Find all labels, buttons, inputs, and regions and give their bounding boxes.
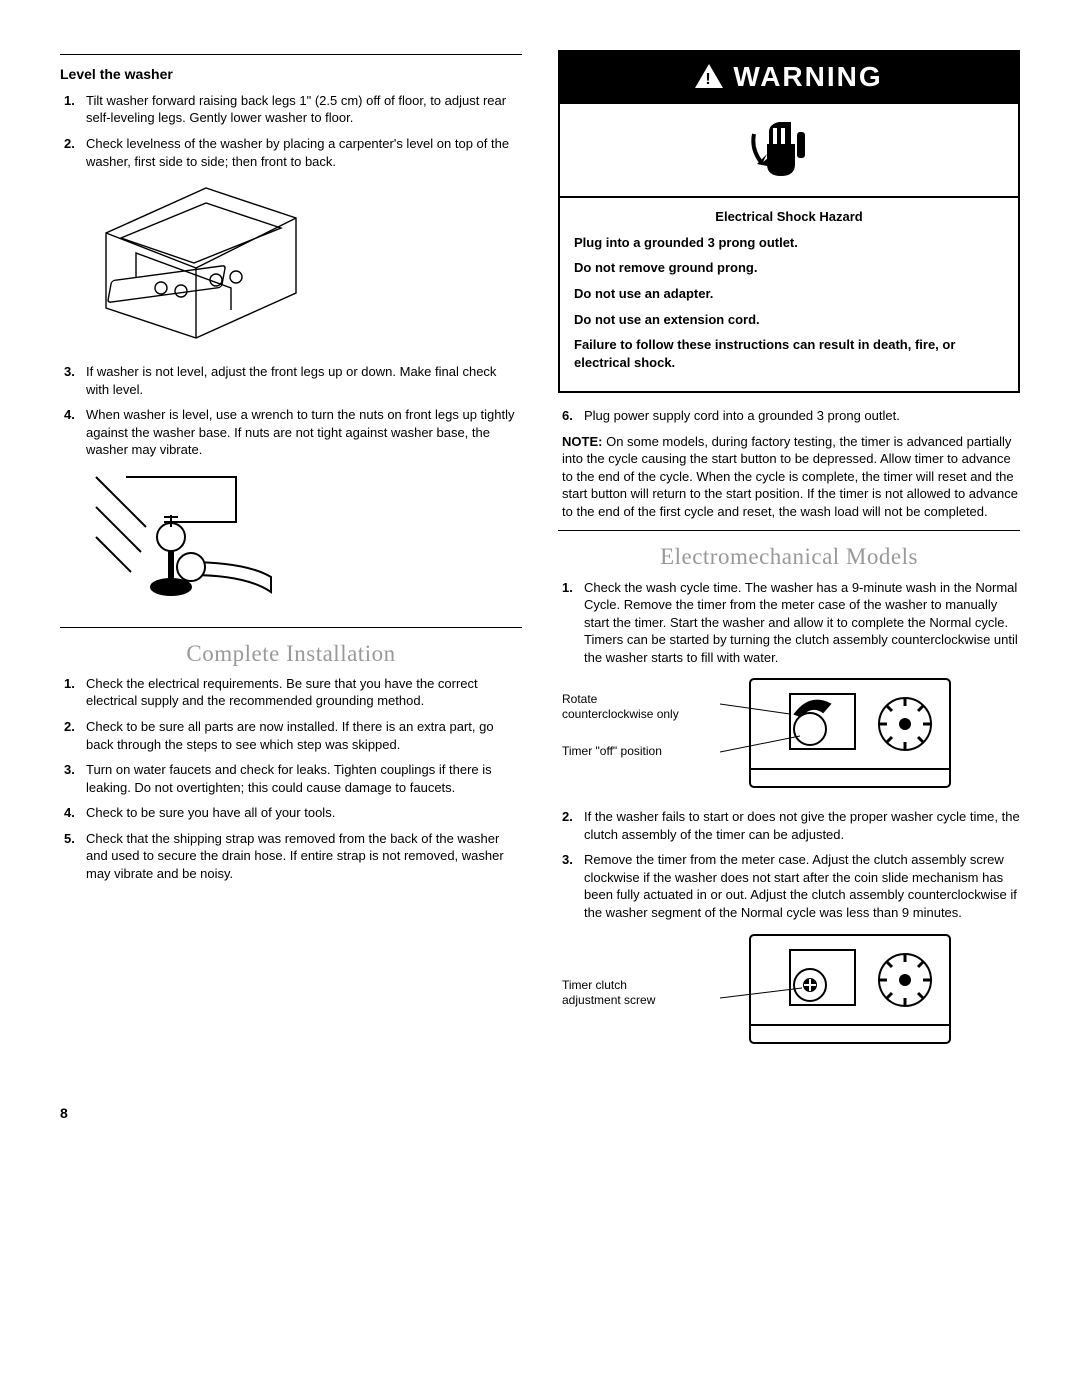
- washer-level-figure: [86, 178, 522, 353]
- step6-list: Plug power supply cord into a grounded 3…: [558, 407, 1020, 425]
- list-item: Check the wash cycle time. The washer ha…: [558, 579, 1020, 667]
- wrench-leg-figure: [86, 467, 522, 617]
- electrical-shock-icon: [749, 114, 829, 184]
- shock-icon-row: [560, 104, 1018, 199]
- section-rule: [558, 530, 1020, 531]
- warning-line: Do not remove ground prong.: [574, 259, 1004, 277]
- warning-line: Failure to follow these instructions can…: [574, 336, 1004, 371]
- top-rule: [60, 54, 522, 55]
- note-text: On some models, during factory testing, …: [562, 434, 1018, 519]
- level-washer-heading: Level the washer: [60, 65, 522, 84]
- left-column: Level the washer Tilt washer forward rai…: [60, 50, 522, 1064]
- timer-diagram-2: Timer clutch adjustment screw: [562, 930, 1020, 1050]
- timer-clutch-figure: [720, 930, 960, 1050]
- warning-title: Electrical Shock Hazard: [574, 208, 1004, 226]
- label-off: Timer "off" position: [562, 744, 712, 759]
- level-washer-list-a: Tilt washer forward raising back legs 1"…: [60, 92, 522, 170]
- list-item: If the washer fails to start or does not…: [558, 808, 1020, 843]
- complete-installation-list: Check the electrical requirements. Be su…: [60, 675, 522, 882]
- label-rotate: Rotate counterclockwise only: [562, 692, 712, 722]
- list-item: Check the electrical requirements. Be su…: [60, 675, 522, 710]
- warning-line: Do not use an extension cord.: [574, 311, 1004, 329]
- em-list-b: If the washer fails to start or does not…: [558, 808, 1020, 921]
- list-item: Turn on water faucets and check for leak…: [60, 761, 522, 796]
- page-columns: Level the washer Tilt washer forward rai…: [60, 50, 1020, 1064]
- alert-triangle-icon: [695, 64, 723, 88]
- electromechanical-title: Electromechanical Models: [558, 541, 1020, 572]
- diagram-labels: Rotate counterclockwise only Timer "off"…: [562, 674, 712, 781]
- list-item: Check to be sure you have all of your to…: [60, 804, 522, 822]
- warning-line: Plug into a grounded 3 prong outlet.: [574, 234, 1004, 252]
- list-item: If washer is not level, adjust the front…: [60, 363, 522, 398]
- complete-installation-title: Complete Installation: [60, 638, 522, 669]
- right-column: WARNING Electrical Shock Hazard Plug int…: [558, 50, 1020, 1064]
- section-rule: [60, 627, 522, 628]
- level-washer-list-b: If washer is not level, adjust the front…: [60, 363, 522, 459]
- page-number: 8: [60, 1104, 1020, 1123]
- warning-line: Do not use an adapter.: [574, 285, 1004, 303]
- timer-figure: [720, 674, 960, 794]
- warning-box: WARNING Electrical Shock Hazard Plug int…: [558, 50, 1020, 393]
- note-paragraph: NOTE: On some models, during factory tes…: [558, 433, 1020, 521]
- list-item: Tilt washer forward raising back legs 1"…: [60, 92, 522, 127]
- label-clutch-screw: Timer clutch adjustment screw: [562, 978, 712, 1008]
- list-item: Check that the shipping strap was remove…: [60, 830, 522, 883]
- warning-body: Electrical Shock Hazard Plug into a grou…: [560, 198, 1018, 391]
- list-item: Check levelness of the washer by placing…: [60, 135, 522, 170]
- timer-diagram-1: Rotate counterclockwise only Timer "off"…: [562, 674, 1020, 794]
- warning-header: WARNING: [560, 52, 1018, 104]
- list-item: Remove the timer from the meter case. Ad…: [558, 851, 1020, 921]
- list-item: Check to be sure all parts are now insta…: [60, 718, 522, 753]
- diagram-labels: Timer clutch adjustment screw: [562, 930, 712, 1030]
- note-label: NOTE:: [562, 434, 602, 449]
- warning-word: WARNING: [733, 58, 882, 96]
- list-item: When washer is level, use a wrench to tu…: [60, 406, 522, 459]
- em-list-a: Check the wash cycle time. The washer ha…: [558, 579, 1020, 667]
- list-item: Plug power supply cord into a grounded 3…: [558, 407, 1020, 425]
